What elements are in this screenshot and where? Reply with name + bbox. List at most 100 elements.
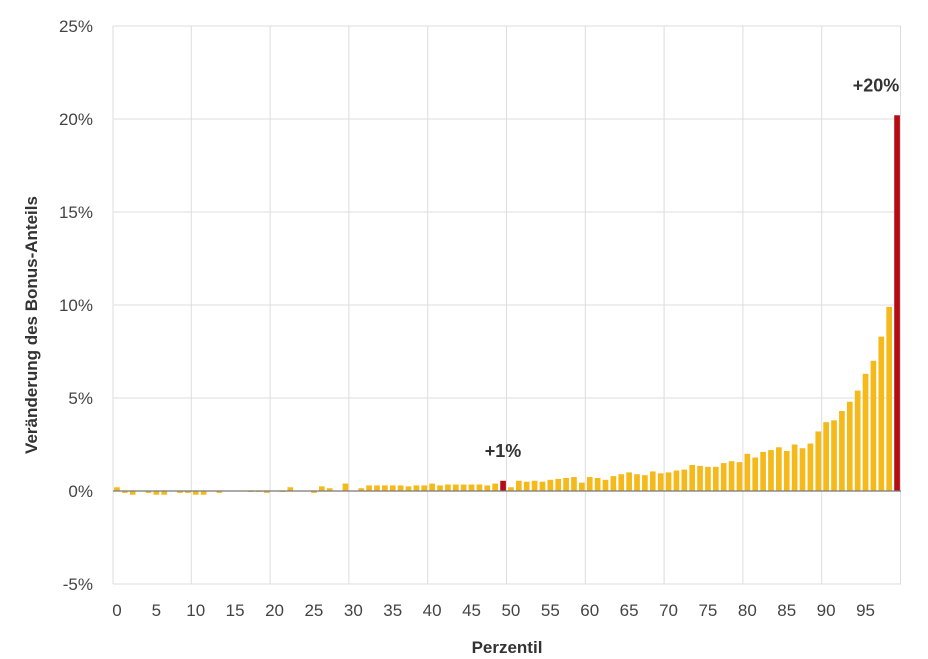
x-tick-label: 65 bbox=[620, 601, 639, 620]
bar bbox=[894, 115, 900, 491]
bar bbox=[618, 474, 625, 491]
x-axis-ticks: 0 5 10 15 20 25 30 35 40 45 50 55 60 65 70 75 80 85 90 95 bbox=[112, 601, 875, 620]
annotations: +1% +20% bbox=[485, 75, 899, 460]
bar bbox=[744, 453, 751, 491]
bar bbox=[318, 486, 325, 491]
x-axis-title: Perzentil bbox=[472, 638, 543, 657]
y-tick-label: 0% bbox=[68, 482, 93, 501]
grid bbox=[112, 25, 901, 585]
bar bbox=[799, 448, 806, 491]
bar bbox=[460, 484, 467, 491]
y-tick-label: 25% bbox=[59, 17, 93, 36]
bar bbox=[405, 486, 412, 491]
bar bbox=[563, 477, 569, 491]
x-tick-label: 0 bbox=[112, 601, 121, 620]
bar bbox=[177, 491, 183, 493]
bar bbox=[145, 491, 152, 493]
bar bbox=[728, 461, 735, 491]
bar bbox=[311, 491, 317, 493]
x-tick-label: 55 bbox=[541, 601, 560, 620]
annotation-label: +20% bbox=[853, 75, 900, 95]
bar bbox=[752, 457, 759, 491]
bar bbox=[366, 485, 372, 491]
bar bbox=[776, 447, 782, 491]
x-tick-label: 10 bbox=[186, 601, 205, 620]
y-tick-label: 15% bbox=[59, 203, 93, 222]
bar bbox=[389, 485, 396, 491]
bar bbox=[476, 484, 483, 491]
bar bbox=[807, 443, 814, 491]
x-tick-label: 85 bbox=[777, 601, 796, 620]
bar bbox=[121, 491, 128, 493]
bar bbox=[129, 491, 136, 495]
bar bbox=[626, 472, 632, 491]
bar bbox=[689, 464, 696, 491]
bar bbox=[358, 488, 365, 491]
bar bbox=[484, 485, 491, 491]
bar bbox=[673, 470, 680, 491]
bar bbox=[523, 481, 530, 491]
bar bbox=[665, 472, 672, 491]
bar bbox=[555, 478, 562, 491]
bar bbox=[579, 482, 585, 491]
bar bbox=[705, 466, 711, 491]
bar bbox=[263, 491, 270, 493]
bar bbox=[720, 463, 727, 491]
bar bbox=[594, 477, 601, 491]
bar bbox=[429, 483, 435, 491]
bar bbox=[831, 420, 837, 491]
bar bbox=[153, 491, 160, 495]
x-tick-label: 25 bbox=[304, 601, 323, 620]
bar bbox=[823, 422, 829, 491]
bar bbox=[452, 484, 459, 491]
x-tick-label: 35 bbox=[383, 601, 402, 620]
bar bbox=[531, 480, 538, 491]
bar bbox=[539, 481, 546, 491]
bar bbox=[610, 476, 617, 491]
bar bbox=[878, 336, 885, 491]
y-tick-label: 10% bbox=[59, 296, 93, 315]
bar bbox=[413, 485, 420, 491]
bar bbox=[642, 475, 648, 491]
annotation-label: +1% bbox=[485, 441, 522, 461]
y-tick-label: 20% bbox=[59, 110, 93, 129]
y-axis-ticks: -5% 0% 5% 10% 15% 20% 25% bbox=[59, 17, 93, 594]
bar bbox=[697, 465, 703, 491]
bar bbox=[374, 485, 380, 491]
bar bbox=[783, 451, 790, 491]
bar bbox=[768, 450, 774, 491]
y-tick-label: 5% bbox=[68, 389, 93, 408]
x-tick-label: 95 bbox=[856, 601, 875, 620]
bar bbox=[437, 485, 443, 491]
x-tick-label: 20 bbox=[265, 601, 284, 620]
bar bbox=[500, 480, 506, 491]
x-tick-label: 50 bbox=[501, 601, 520, 620]
bar bbox=[571, 477, 577, 491]
bar bbox=[712, 466, 719, 491]
bar bbox=[342, 483, 349, 491]
bar bbox=[870, 360, 877, 491]
y-tick-label: -5% bbox=[63, 575, 93, 594]
bar bbox=[649, 471, 656, 491]
bar bbox=[421, 485, 428, 491]
bar bbox=[815, 431, 822, 491]
x-tick-label: 70 bbox=[659, 601, 678, 620]
x-tick-label: 45 bbox=[462, 601, 481, 620]
bar bbox=[445, 484, 451, 491]
x-tick-label: 75 bbox=[698, 601, 717, 620]
bar bbox=[185, 491, 191, 493]
bar bbox=[602, 479, 609, 491]
bar bbox=[216, 491, 223, 493]
bar bbox=[397, 485, 404, 491]
bar bbox=[736, 462, 743, 491]
x-tick-label: 30 bbox=[344, 601, 363, 620]
bar bbox=[492, 483, 499, 491]
bar bbox=[287, 487, 294, 491]
bar bbox=[114, 487, 120, 491]
x-tick-label: 60 bbox=[580, 601, 599, 620]
bar bbox=[634, 474, 640, 491]
y-axis-title: Veränderung des Bonus-Anteils bbox=[22, 196, 41, 454]
x-tick-label: 40 bbox=[423, 601, 442, 620]
bar bbox=[326, 488, 333, 491]
